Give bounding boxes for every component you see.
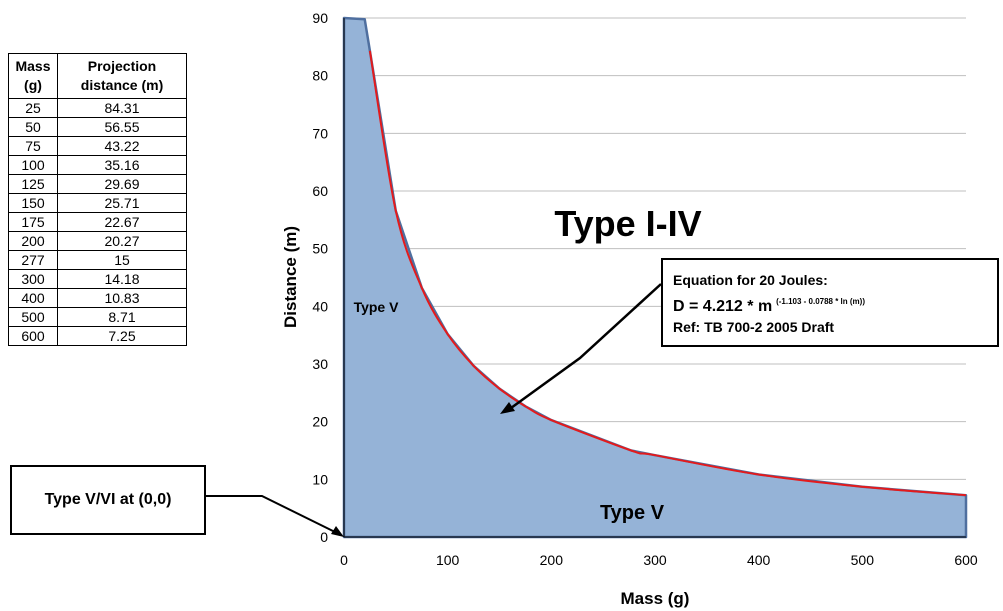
x-tick-label: 0 <box>340 552 348 568</box>
equation-exponent: (-1.103 - 0.0788 * ln (m)) <box>776 297 865 306</box>
y-tick-label: 60 <box>312 183 328 199</box>
equation-curve <box>368 50 967 497</box>
distance-cell: 7.25 <box>57 326 187 346</box>
origin-callout-text: Type V/VI at (0,0) <box>44 491 172 508</box>
mass-cell: 150 <box>8 193 58 213</box>
axes <box>343 18 966 538</box>
y-tick-label: 0 <box>320 529 328 545</box>
region-label-type-v-left: Type V <box>354 299 400 315</box>
equation-line: D = 4.212 * m (-1.103 - 0.0788 * ln (m)) <box>673 291 997 317</box>
x-tick-label: 500 <box>851 552 875 568</box>
distance-cell: 10.83 <box>57 288 187 308</box>
x-tick-label: 600 <box>954 552 978 568</box>
mass-cell: 50 <box>8 117 58 137</box>
mass-cell: 600 <box>8 326 58 346</box>
region-label-type-v-bottom: Type V <box>600 502 665 524</box>
y-axis-title: Distance (m) <box>281 226 300 328</box>
series-layer <box>342 16 968 539</box>
table-row: 200 20.27 <box>8 231 187 251</box>
equation-arrow-head <box>500 402 515 414</box>
mass-cell: 200 <box>8 231 58 251</box>
table-row: 600 7.25 <box>8 326 187 346</box>
distance-cell: 14.18 <box>57 269 187 289</box>
distance-cell: 84.31 <box>57 98 187 118</box>
equation-callout-arrow <box>510 283 662 410</box>
mass-distance-table: Mass (g) Projection distance (m) 25 84.31… <box>8 53 187 346</box>
origin-callout-arrow <box>206 495 336 533</box>
y-tick-label: 80 <box>312 68 328 84</box>
equation-formula: D = 4.212 * m <box>673 298 773 315</box>
origin-callout: Type V/VI at (0,0) <box>10 465 206 535</box>
table-body: 25 84.31 50 56.55 75 43.22 100 35.16 125 29.69 150… <box>8 98 187 346</box>
equation-callout: Equation for 20 Joules: D = 4.212 * m (-… <box>661 258 999 347</box>
table-row: 125 29.69 <box>8 174 187 194</box>
y-tick-label: 90 <box>312 10 328 26</box>
y-tick-label: 40 <box>312 298 328 314</box>
callout-arrows <box>206 283 662 537</box>
equation-title: Equation for 20 Joules: <box>673 272 828 288</box>
x-tick-label: 100 <box>436 552 460 568</box>
x-tick-label: 300 <box>643 552 667 568</box>
x-axis-title: Mass (g) <box>621 589 690 608</box>
table-row: 150 25.71 <box>8 193 187 213</box>
table-row: 100 35.16 <box>8 155 187 175</box>
table-row: 25 84.31 <box>8 98 187 118</box>
y-tick-label: 20 <box>312 414 328 430</box>
y-tick-label: 30 <box>312 356 328 372</box>
x-tick-label: 200 <box>540 552 564 568</box>
table-row: 300 14.18 <box>8 269 187 289</box>
region-label-type-i-iv: Type I-IV <box>554 203 701 244</box>
distance-header: Projection distance (m) <box>57 53 187 99</box>
y-tick-label: 10 <box>312 471 328 487</box>
y-tick-label: 50 <box>312 241 328 257</box>
mass-cell: 500 <box>8 307 58 327</box>
tick-labels: 0 10 20 30 40 50 60 70 80 90 0 100 200 300 400 500 600 <box>312 10 977 568</box>
y-tick-label: 70 <box>312 125 328 141</box>
equation-reference: Ref: TB 700-2 2005 Draft <box>673 319 835 335</box>
x-tick-label: 400 <box>747 552 771 568</box>
distance-cell: 35.16 <box>57 155 187 175</box>
mass-cell: 100 <box>8 155 58 175</box>
table-header-row: Mass (g) Projection distance (m) <box>8 53 187 99</box>
distance-cell: 25.71 <box>57 193 187 213</box>
mass-header: Mass (g) <box>8 53 58 99</box>
origin-arrow-head <box>331 526 344 537</box>
